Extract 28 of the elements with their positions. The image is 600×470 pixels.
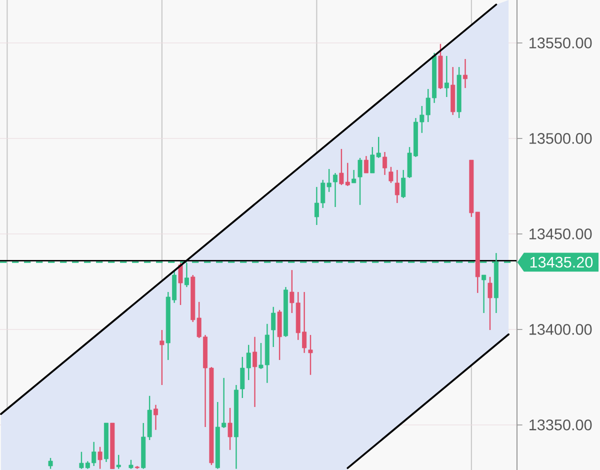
candlestick xyxy=(228,407,232,451)
candlestick xyxy=(160,329,164,386)
y-tick-label: 13350.00 xyxy=(530,419,592,430)
candlestick xyxy=(154,404,158,430)
candlestick xyxy=(98,446,102,470)
candlestick xyxy=(352,169,356,184)
candlestick xyxy=(401,169,406,199)
y-tick-label: 13550.00 xyxy=(530,38,592,48)
candlestick xyxy=(48,457,53,470)
candlestick xyxy=(482,274,486,314)
candlestick xyxy=(271,306,276,348)
candlestick xyxy=(333,172,338,208)
candlestick xyxy=(364,155,368,174)
candlestick xyxy=(116,454,121,470)
candlestick xyxy=(444,55,449,98)
candlestick xyxy=(178,262,183,306)
candlestick xyxy=(388,166,394,184)
candlestick xyxy=(358,157,362,206)
y-tick-label: 13450.00 xyxy=(530,228,592,240)
candlestick xyxy=(463,58,468,89)
candlestick xyxy=(252,336,258,408)
candlestick xyxy=(488,276,492,331)
candlestick xyxy=(308,334,313,376)
ref-line-label: 13435.20 xyxy=(530,256,593,268)
candlestick xyxy=(382,151,388,176)
y-tick-label: 13500.00 xyxy=(530,133,592,144)
candlestick xyxy=(394,169,400,204)
y-tick-label: 13400.00 xyxy=(530,324,592,335)
